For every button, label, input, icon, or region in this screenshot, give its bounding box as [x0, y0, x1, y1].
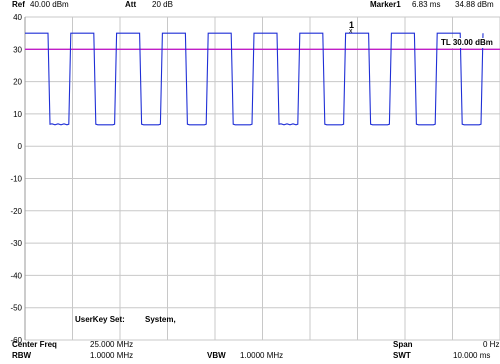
y-tick-label: -10 [10, 175, 22, 184]
rbw-value: 1.0000 MHz [90, 351, 134, 360]
y-tick-label: 10 [13, 110, 22, 119]
ref-label: Ref [12, 0, 25, 9]
att-value: 20 dB [152, 0, 173, 9]
span-label: Span [393, 340, 413, 349]
ref-value: 40.00 dBm [30, 0, 69, 9]
measurement-trace [25, 32, 484, 126]
marker-level: 34.88 dBm [455, 0, 494, 9]
y-tick-label: -60 [10, 336, 22, 345]
graticule-grid [24, 16, 500, 341]
y-tick-label: 40 [13, 13, 22, 22]
vbw-label: VBW [207, 351, 226, 360]
y-tick-label: -40 [10, 271, 22, 280]
marker-number: 1 [349, 20, 355, 30]
y-tick-label: -50 [10, 304, 22, 313]
userkey-label: UserKey Set: [75, 315, 125, 324]
y-tick-label: 20 [13, 78, 22, 87]
y-tick-label: 30 [13, 45, 22, 54]
center-freq-value: 25.000 MHz [90, 340, 134, 349]
rbw-label: RBW [12, 351, 32, 360]
y-tick-label: -20 [10, 207, 22, 216]
y-tick-label: 0 [18, 142, 23, 151]
marker-symbol: x [349, 28, 353, 35]
marker-time: 6.83 ms [412, 0, 441, 9]
att-label: Att [125, 0, 137, 9]
threshold-label: TL 30.00 dBm [440, 38, 494, 48]
marker-label: Marker1 [370, 0, 401, 9]
swt-value: 10.000 ms [453, 351, 491, 360]
swt-label: SWT [393, 351, 411, 360]
userkey-value: System, [145, 315, 176, 324]
center-freq-label: Center Freq [12, 340, 57, 349]
y-axis-tick-labels: 40 30 20 10 0 -10 -20 -30 -40 -50 -60 [10, 13, 22, 345]
y-tick-label: -30 [10, 239, 22, 248]
vbw-value: 1.0000 MHz [240, 351, 284, 360]
span-value: 0 Hz [483, 340, 500, 349]
